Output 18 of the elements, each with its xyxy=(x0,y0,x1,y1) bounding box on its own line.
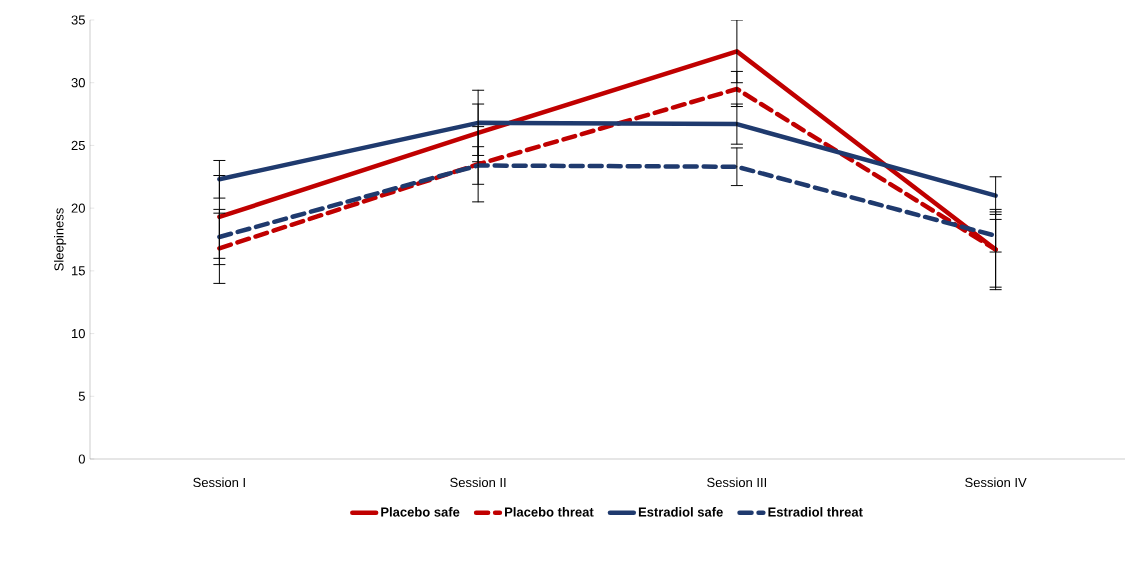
y-tick-label: 30 xyxy=(71,78,85,88)
y-tick-label: 35 xyxy=(71,15,85,25)
legend-label: Estradiol safe xyxy=(638,507,723,517)
legend-label: Placebo threat xyxy=(505,507,594,517)
x-tick-label: Session III xyxy=(707,477,767,488)
y-tick-label: 20 xyxy=(71,203,85,213)
y-tick-label: 5 xyxy=(78,391,85,401)
x-tick-label: Session IV xyxy=(965,477,1027,488)
legend-label: Estradiol threat xyxy=(768,507,863,517)
y-tick-label: 15 xyxy=(71,266,85,276)
x-tick-label: Session II xyxy=(450,477,506,488)
y-tick-label: 10 xyxy=(71,328,85,339)
y-tick-label: 25 xyxy=(71,140,85,151)
y-axis-title: Sleepiness xyxy=(54,208,67,271)
x-tick-label: Session I xyxy=(193,477,245,488)
legend-label: Placebo safe xyxy=(381,507,460,517)
line-series xyxy=(217,120,998,198)
y-tick-label: 0 xyxy=(78,454,85,464)
